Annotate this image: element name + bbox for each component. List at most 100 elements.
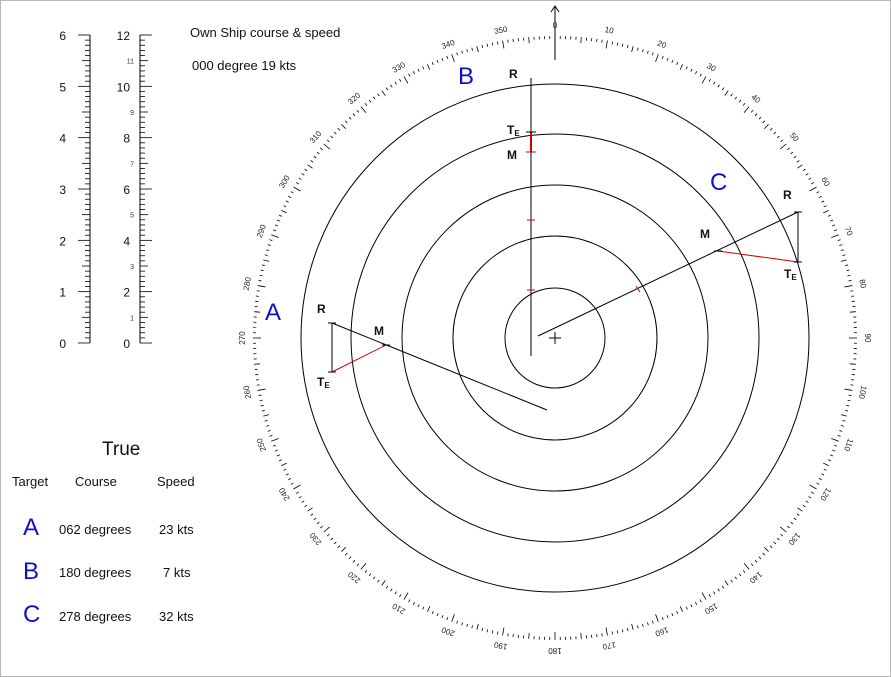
bearing-tick <box>676 61 679 66</box>
speed-scale-minor-label: 9 <box>130 110 134 117</box>
bearing-tick <box>377 579 380 583</box>
bearing-tick <box>372 576 376 580</box>
bearing-tick <box>637 625 639 629</box>
true-course-table: True Target Course Speed A 062 degrees 2… <box>12 439 195 628</box>
bearing-tick <box>344 120 348 124</box>
bearing-tick <box>809 186 817 192</box>
bearing-tick <box>390 588 393 592</box>
bearing-tick <box>360 562 367 570</box>
bearing-tick <box>695 71 698 75</box>
row-b-speed: 7 kts <box>163 565 191 580</box>
bearing-tick <box>690 68 693 72</box>
bearing-label: 120 <box>818 486 833 503</box>
bearing-tick <box>758 116 762 120</box>
row-b-target: B <box>23 558 39 585</box>
bearing-tick <box>809 484 817 490</box>
bearing-label: 270 <box>238 331 247 345</box>
speed-scale-label: 8 <box>123 132 130 146</box>
target-a-letter: A <box>265 299 281 326</box>
bearing-tick <box>776 537 780 541</box>
bearing-tick <box>685 66 688 70</box>
bearing-tick <box>764 547 769 552</box>
bearing-tick <box>260 269 264 272</box>
bearing-tick <box>313 155 317 159</box>
bearing-tick <box>399 78 402 82</box>
bearing-tick <box>528 632 530 639</box>
bearing-tick <box>847 399 851 402</box>
bearing-tick <box>797 507 803 512</box>
bearing-tick <box>293 484 301 490</box>
target-a-t-label: TE <box>317 375 330 390</box>
bearing-tick <box>832 449 836 452</box>
target-c-true-vector <box>717 250 799 263</box>
bearing-tick <box>762 120 766 124</box>
bearing-tick <box>701 76 707 84</box>
target-c-relative-line <box>537 211 799 337</box>
bearing-tick <box>724 580 729 586</box>
bearing-tick <box>285 473 289 476</box>
bearing-tick <box>842 254 846 256</box>
bearing-tick <box>385 87 389 91</box>
bearing-tick <box>323 143 331 150</box>
bearing-tick <box>471 47 473 51</box>
bearing-tick <box>816 482 820 485</box>
table-title: True <box>102 439 140 460</box>
bearing-tick <box>701 592 707 600</box>
bearing-tick <box>281 462 287 466</box>
bearing-label: 180 <box>548 646 562 655</box>
bearing-tick <box>258 279 262 282</box>
bearing-tick <box>818 478 822 481</box>
bearing-tick <box>676 610 679 615</box>
bearing-tick <box>679 606 683 612</box>
target-a-true-vector <box>331 344 387 373</box>
bearing-tick <box>849 311 856 313</box>
bearing-tick <box>266 425 270 427</box>
bearing-label: 330 <box>391 60 408 75</box>
bearing-tick <box>671 59 674 63</box>
range-ring <box>300 83 810 593</box>
bearing-tick <box>399 594 402 598</box>
bearing-tick <box>394 81 397 85</box>
distance-scale-label: 4 <box>59 132 66 146</box>
bearing-tick <box>304 168 308 172</box>
bearing-tick <box>408 73 411 77</box>
speed-scale-label: 12 <box>117 29 131 43</box>
bearing-tick <box>274 224 278 227</box>
bearing-tick <box>832 224 836 227</box>
bearing-tick <box>845 409 849 412</box>
bearing-tick <box>344 552 348 556</box>
distance-scale-label: 1 <box>59 286 66 300</box>
bearing-label: 110 <box>842 437 855 453</box>
bearing-label: 200 <box>440 625 456 638</box>
bearing-tick <box>259 274 263 277</box>
bearing-tick <box>758 556 762 560</box>
bearing-tick <box>626 44 629 48</box>
bearing-tick <box>352 113 356 117</box>
bearing-tick <box>281 210 287 214</box>
bearing-tick <box>655 54 659 62</box>
bearing-tick <box>642 49 644 53</box>
bearing-tick <box>364 570 368 573</box>
bearing-tick <box>647 50 649 54</box>
bearing-tick <box>310 513 314 516</box>
bearing-tick <box>823 462 829 466</box>
bearing-tick <box>258 394 262 397</box>
bearing-tick <box>320 147 323 151</box>
bearing-label: 30 <box>705 61 718 74</box>
bearing-tick <box>621 629 624 633</box>
bearing-tick <box>790 521 794 525</box>
bearing-tick <box>441 57 444 61</box>
own-ship-heading: Own Ship course & speed <box>190 25 340 40</box>
bearing-tick <box>651 52 654 56</box>
range-ring <box>401 184 709 492</box>
bearing-tick <box>260 404 264 407</box>
bearing-tick <box>528 37 530 44</box>
bearing-label: 260 <box>242 384 253 399</box>
bearing-tick <box>708 78 711 82</box>
bearing-tick <box>811 182 815 185</box>
bearing-label: 20 <box>656 39 668 51</box>
bearing-tick <box>408 599 411 603</box>
bearing-tick <box>802 168 806 172</box>
bearing-tick <box>626 628 629 632</box>
bearing-tick <box>790 151 794 155</box>
